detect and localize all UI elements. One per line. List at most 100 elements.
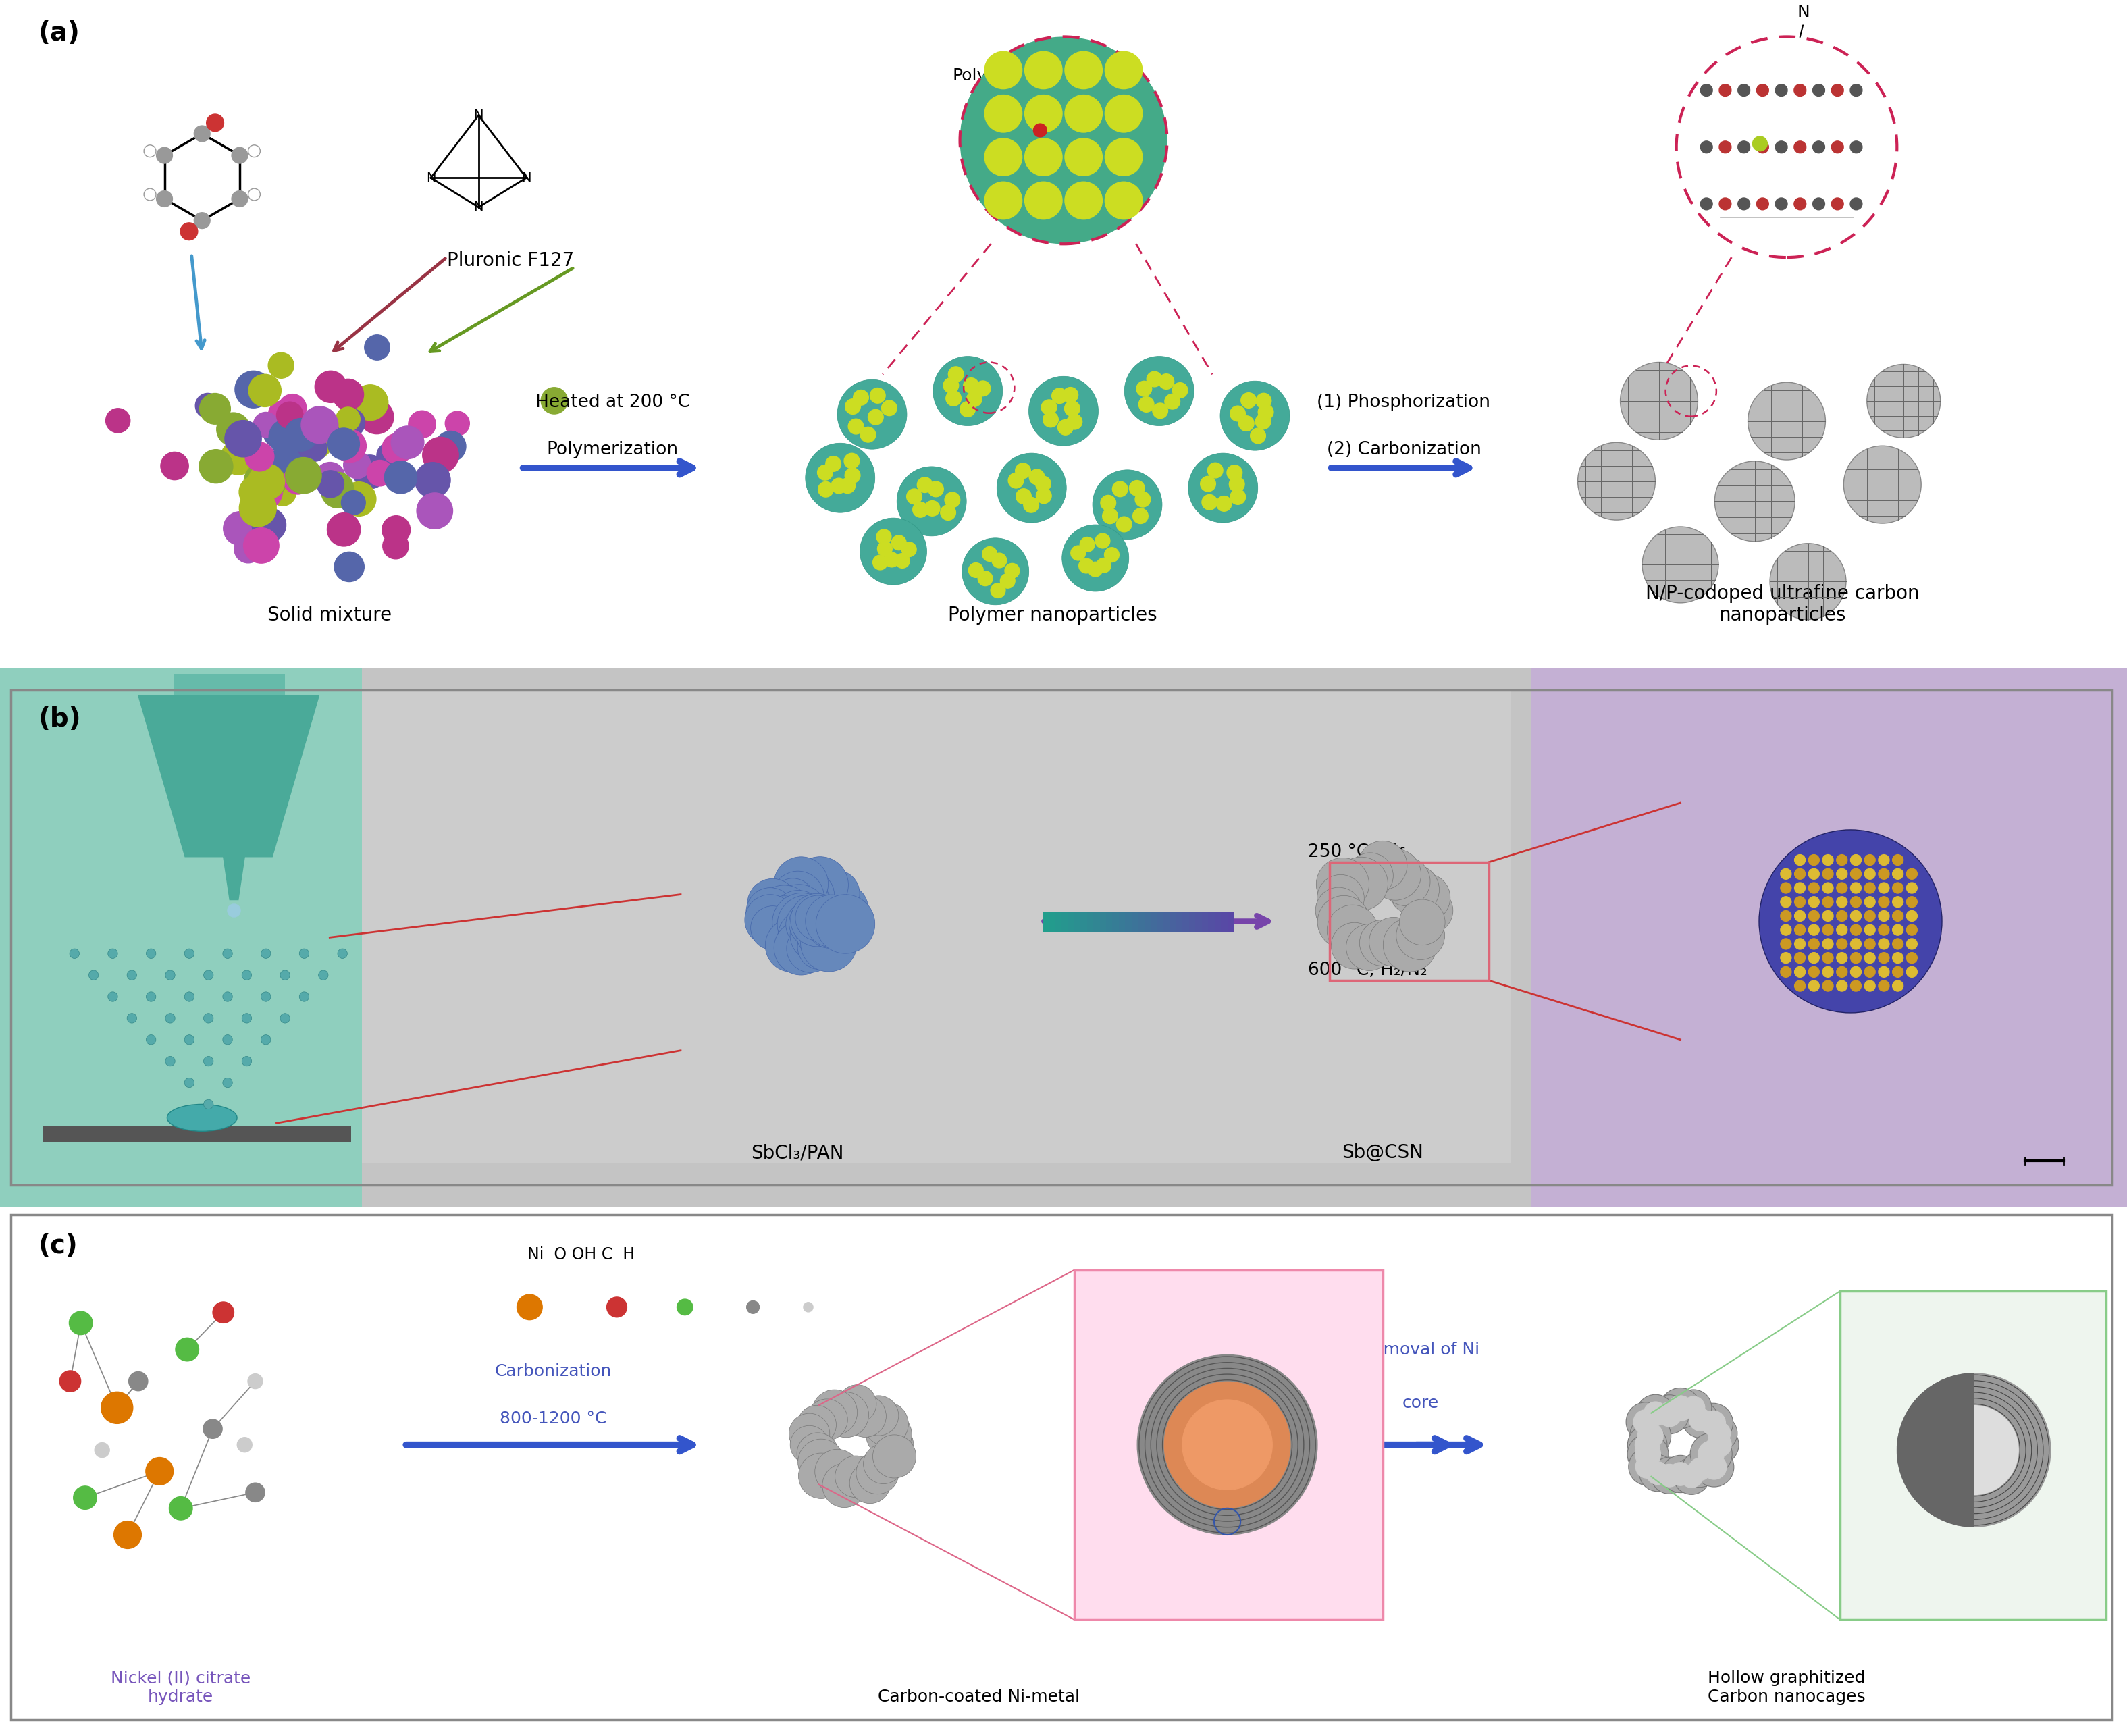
Ellipse shape [998, 453, 1066, 523]
Ellipse shape [991, 583, 1006, 597]
Ellipse shape [285, 418, 317, 451]
Ellipse shape [323, 472, 353, 503]
Ellipse shape [770, 884, 827, 941]
Ellipse shape [1625, 1403, 1665, 1441]
Ellipse shape [1064, 401, 1081, 417]
Ellipse shape [1893, 910, 1904, 922]
Ellipse shape [408, 411, 436, 437]
Ellipse shape [857, 1451, 900, 1495]
Ellipse shape [1906, 896, 1916, 908]
Ellipse shape [944, 493, 959, 507]
Ellipse shape [1025, 52, 1061, 89]
Ellipse shape [436, 431, 466, 462]
Bar [0, 668, 362, 1207]
Ellipse shape [798, 1453, 844, 1498]
Ellipse shape [1668, 1396, 1693, 1422]
Ellipse shape [415, 462, 451, 498]
Ellipse shape [1689, 1408, 1712, 1430]
Ellipse shape [249, 146, 259, 156]
Ellipse shape [1795, 967, 1806, 977]
Ellipse shape [108, 950, 117, 958]
Ellipse shape [315, 462, 345, 491]
Ellipse shape [262, 991, 270, 1002]
Ellipse shape [1383, 918, 1438, 972]
Ellipse shape [1357, 840, 1408, 891]
Ellipse shape [204, 1420, 221, 1439]
Ellipse shape [1629, 1415, 1672, 1457]
Text: (a): (a) [38, 21, 81, 45]
Ellipse shape [1897, 1373, 2050, 1528]
Ellipse shape [1865, 967, 1876, 977]
Bar [362, 668, 1531, 1207]
Ellipse shape [944, 378, 959, 392]
Ellipse shape [1208, 464, 1223, 477]
Text: Polymerization: Polymerization [547, 441, 679, 458]
Ellipse shape [776, 898, 821, 941]
Ellipse shape [817, 465, 834, 481]
Ellipse shape [1025, 182, 1061, 219]
Text: N: N [474, 201, 483, 214]
Ellipse shape [1893, 981, 1904, 991]
Ellipse shape [1402, 873, 1451, 922]
Text: core: core [1402, 1396, 1440, 1411]
Ellipse shape [417, 493, 453, 529]
Bar [1157, 911, 1163, 932]
Ellipse shape [1808, 882, 1819, 894]
Ellipse shape [1166, 394, 1180, 410]
Ellipse shape [1251, 429, 1266, 443]
Ellipse shape [1836, 854, 1846, 865]
Ellipse shape [540, 387, 568, 413]
Ellipse shape [1699, 1425, 1738, 1465]
Ellipse shape [844, 399, 861, 415]
Ellipse shape [1906, 868, 1916, 880]
Ellipse shape [217, 413, 251, 446]
Ellipse shape [1061, 524, 1129, 592]
Ellipse shape [1757, 85, 1770, 95]
Ellipse shape [1776, 85, 1787, 95]
Ellipse shape [1865, 910, 1876, 922]
Ellipse shape [1878, 967, 1889, 977]
Ellipse shape [1850, 953, 1861, 963]
Text: Polymer nanoparticles: Polymer nanoparticles [949, 606, 1157, 625]
Ellipse shape [1634, 1410, 1657, 1434]
Ellipse shape [315, 372, 347, 403]
Ellipse shape [1257, 392, 1272, 408]
Ellipse shape [317, 470, 345, 498]
Ellipse shape [147, 1458, 172, 1484]
Ellipse shape [761, 896, 806, 941]
Bar [1208, 911, 1215, 932]
Ellipse shape [1200, 476, 1217, 491]
Ellipse shape [891, 535, 906, 550]
Ellipse shape [1836, 925, 1846, 936]
Ellipse shape [1066, 139, 1102, 175]
Bar [1151, 911, 1157, 932]
Bar [1202, 911, 1208, 932]
Bar [174, 674, 285, 694]
Ellipse shape [1906, 925, 1916, 936]
Ellipse shape [1823, 981, 1833, 991]
Ellipse shape [1153, 403, 1168, 418]
Ellipse shape [1759, 830, 1942, 1012]
Ellipse shape [1066, 95, 1102, 132]
Ellipse shape [1229, 477, 1244, 491]
Ellipse shape [204, 1057, 213, 1066]
Ellipse shape [128, 1014, 136, 1023]
Ellipse shape [949, 366, 964, 382]
Ellipse shape [902, 542, 917, 557]
Text: (2) Carbonization: (2) Carbonization [1327, 441, 1480, 458]
Ellipse shape [751, 906, 795, 950]
Ellipse shape [1346, 852, 1393, 899]
Ellipse shape [1793, 141, 1806, 153]
Ellipse shape [1053, 389, 1068, 403]
Ellipse shape [1776, 198, 1787, 210]
Ellipse shape [1748, 382, 1825, 460]
Ellipse shape [200, 394, 230, 424]
Ellipse shape [774, 858, 827, 911]
Ellipse shape [225, 420, 262, 457]
Ellipse shape [302, 427, 332, 458]
Ellipse shape [1627, 1425, 1668, 1465]
Ellipse shape [1400, 899, 1444, 944]
Ellipse shape [1699, 198, 1712, 210]
Ellipse shape [776, 896, 825, 946]
Ellipse shape [1929, 1406, 2019, 1495]
